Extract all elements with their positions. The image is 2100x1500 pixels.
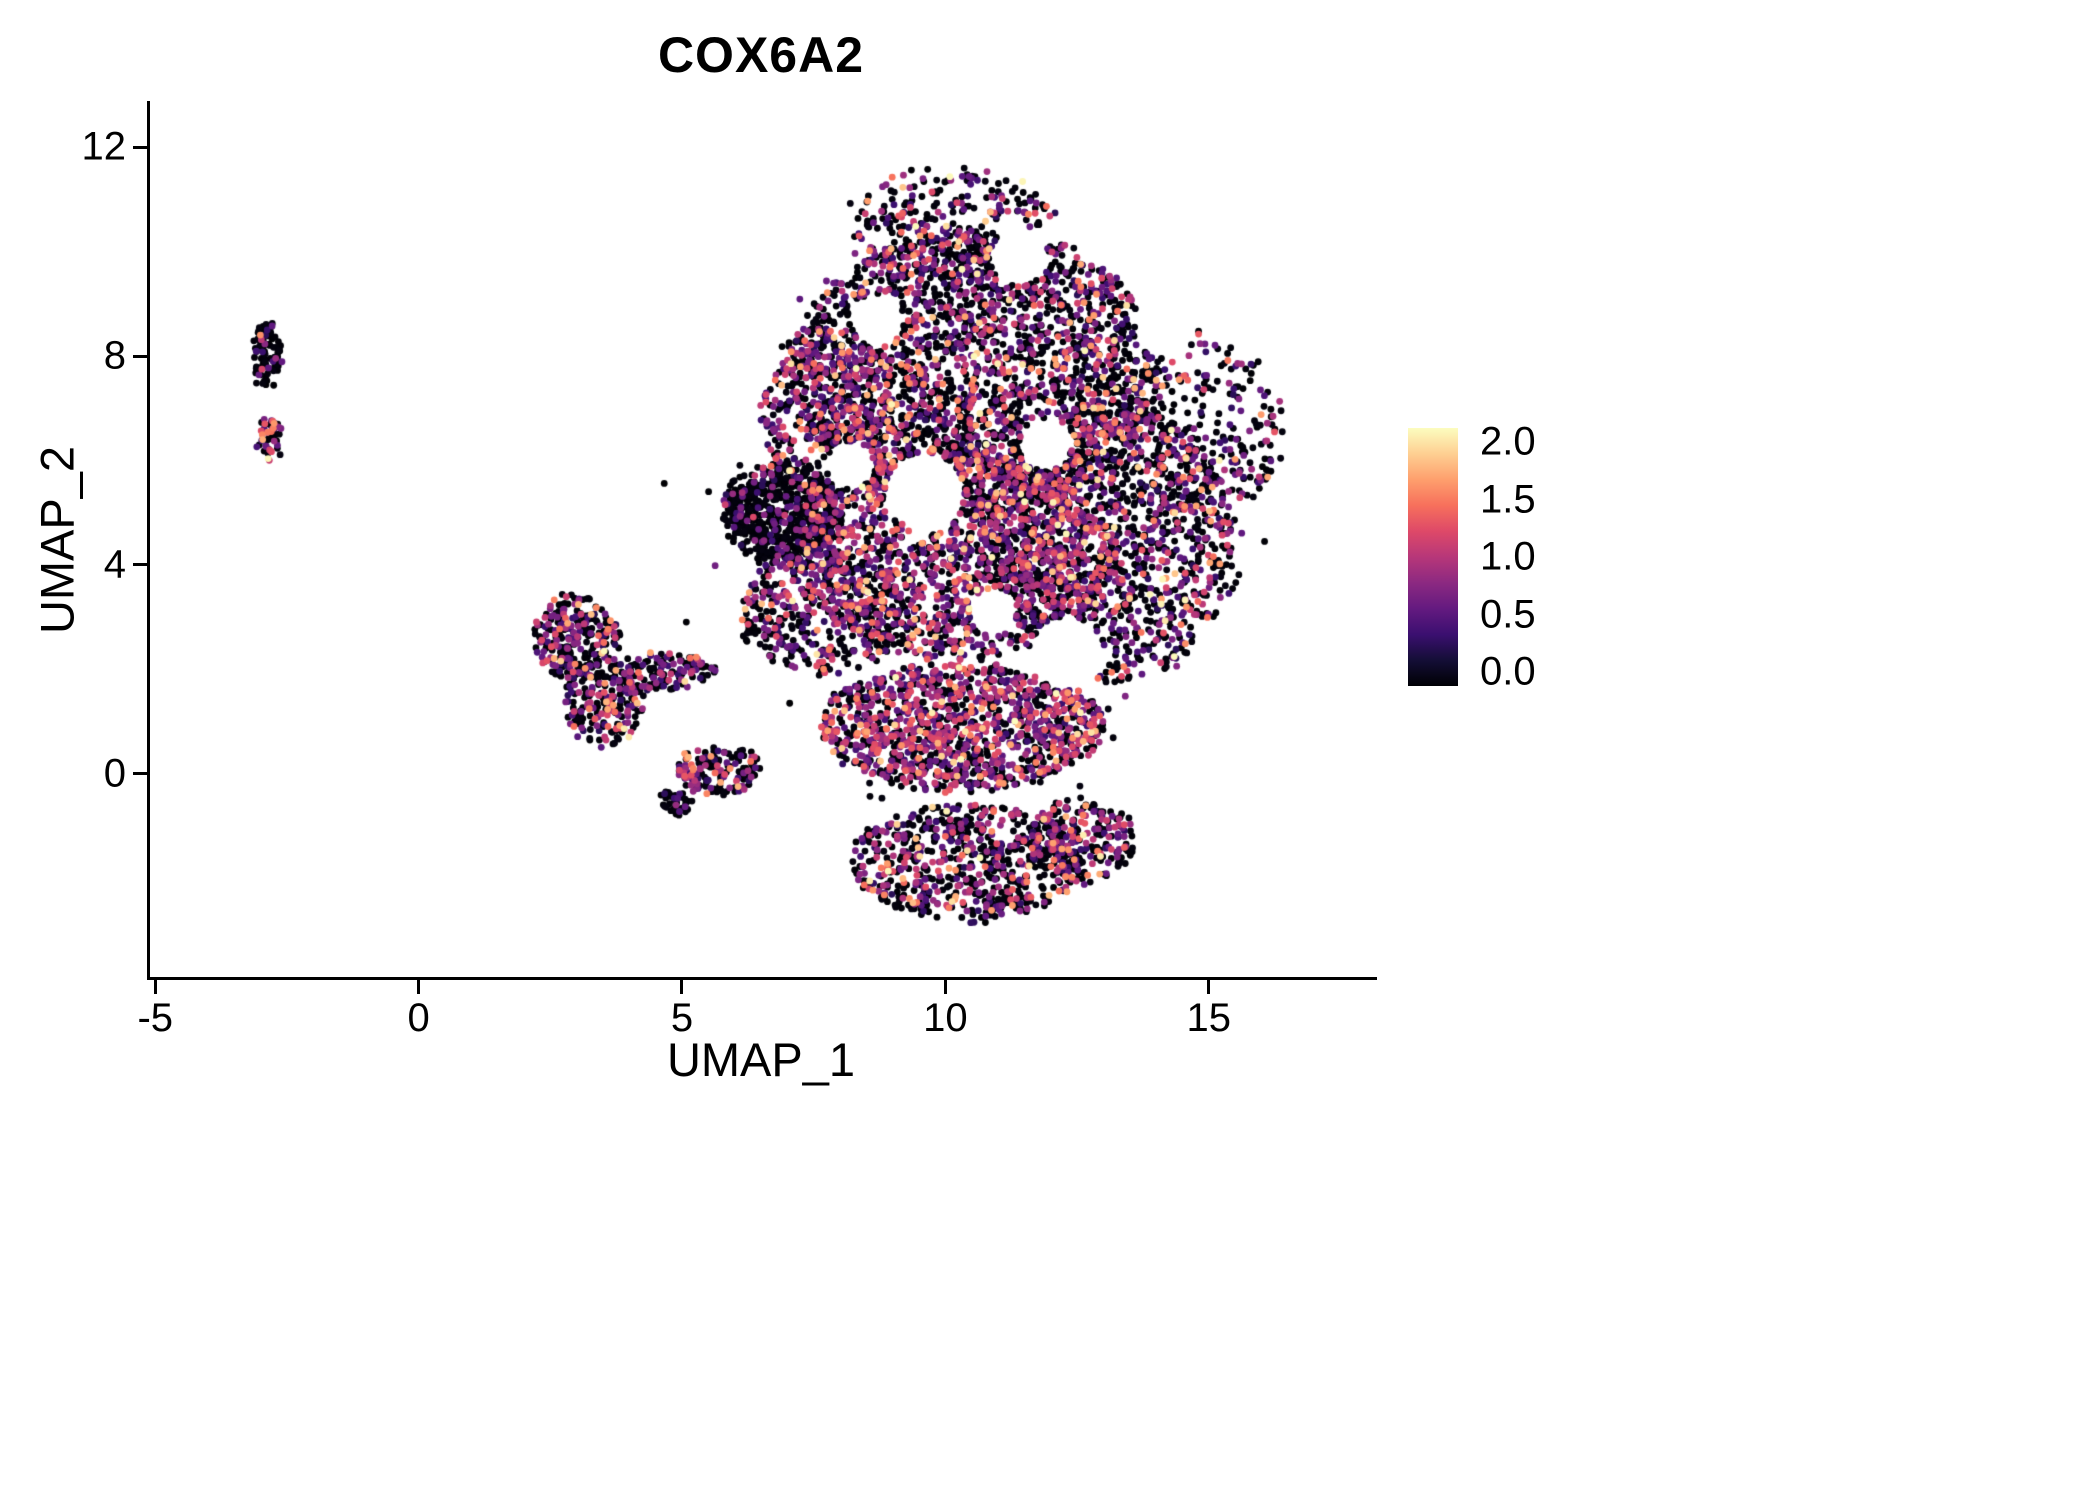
colorbar-tick-label: 1.0 — [1480, 534, 1536, 579]
y-tick-label: 0 — [103, 751, 126, 795]
x-tick-mark — [417, 980, 421, 994]
x-tick-label: 0 — [407, 996, 430, 1040]
colorbar-tick-label: 2.0 — [1480, 419, 1536, 464]
y-tick-mark — [133, 563, 147, 567]
y-tick-label: 4 — [103, 542, 126, 587]
y-tick-mark — [133, 145, 147, 149]
x-tick-mark — [153, 980, 157, 994]
colorbar-gradient — [1408, 428, 1458, 686]
x-tick-label: -5 — [137, 996, 174, 1040]
x-tick-mark — [943, 980, 947, 994]
colorbar-tick-label: 1.5 — [1480, 477, 1536, 521]
plot-title: COX6A2 — [657, 27, 865, 83]
x-tick-mark — [680, 980, 684, 994]
colorbar-tick-label: 0.5 — [1480, 592, 1536, 636]
x-tick-label: 15 — [1186, 996, 1231, 1040]
x-tick-mark — [1207, 980, 1211, 994]
colorbar-tick-label: 0.0 — [1480, 649, 1536, 694]
x-tick-label: 10 — [923, 996, 968, 1040]
y-tick-label: 12 — [81, 124, 127, 169]
y-axis-line — [147, 101, 150, 980]
x-axis-title: UMAP_1 — [666, 1033, 856, 1086]
y-tick-label: 8 — [103, 333, 126, 378]
y-tick-mark — [133, 354, 147, 358]
y-tick-mark — [133, 772, 147, 775]
x-axis-line — [147, 977, 1377, 980]
y-axis-title: UMAP_2 — [30, 445, 84, 635]
x-tick-label: 5 — [670, 996, 694, 1040]
